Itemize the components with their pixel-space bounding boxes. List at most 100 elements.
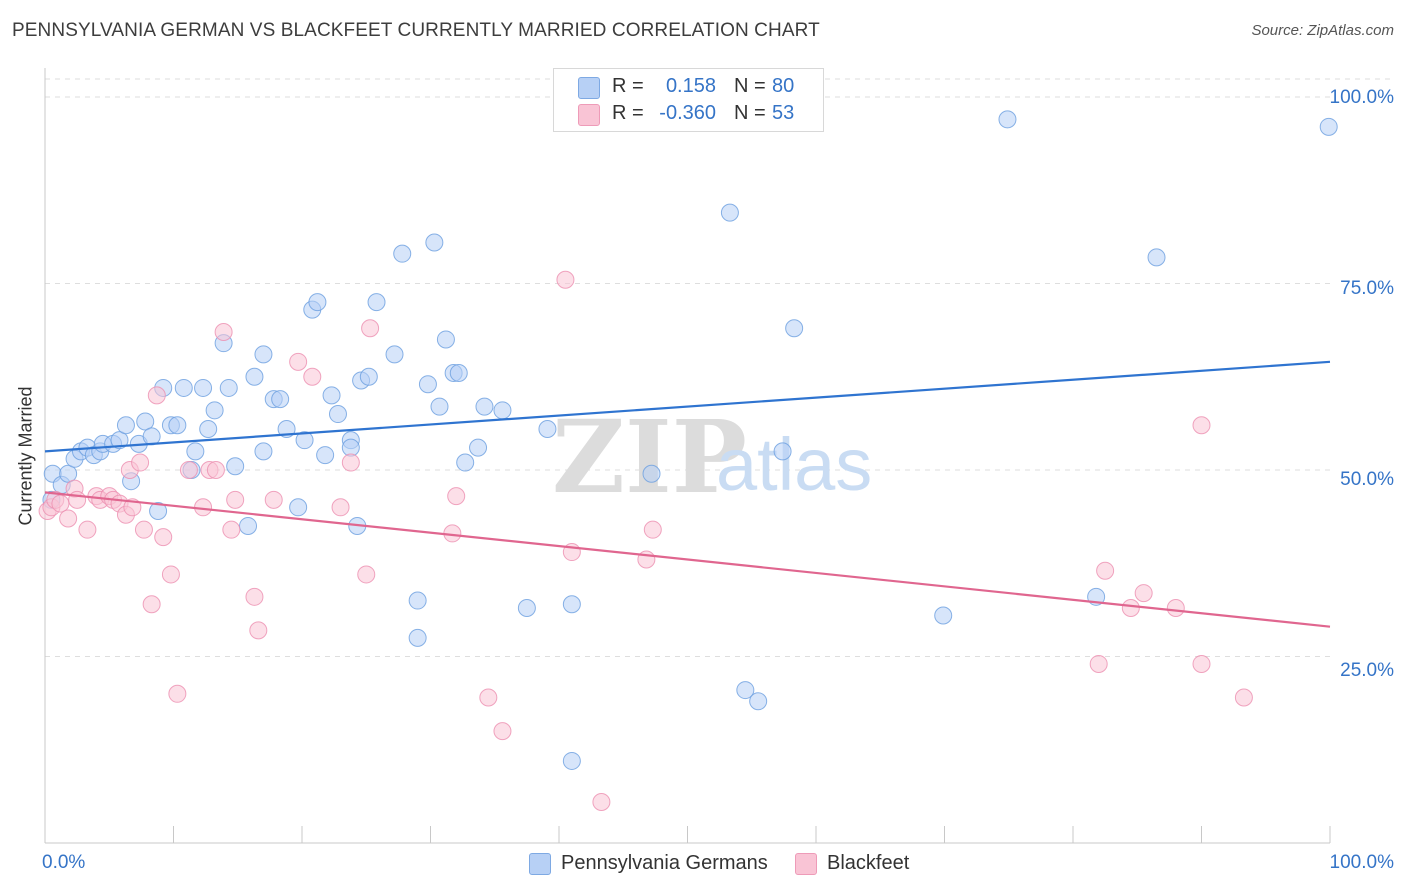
bottom-legend-swatch-pink [795, 853, 817, 875]
data-point-pa-german-61 [469, 438, 488, 457]
watermark: ZIP atlas [552, 398, 872, 516]
data-point-pa-german-74 [785, 319, 804, 338]
data-point-blackfeet-17 [134, 520, 153, 539]
data-point-blackfeet-48 [1089, 654, 1108, 673]
data-point-pa-german-28 [219, 378, 238, 397]
trend-line-blackfeet [44, 491, 1331, 628]
y-axis-label: Currently Married [15, 386, 36, 526]
trend-lines [44, 360, 1331, 628]
data-point-blackfeet-26 [206, 461, 225, 479]
data-point-pa-german-75 [934, 606, 953, 625]
data-point-pa-german-43 [328, 405, 347, 424]
data-point-blackfeet-6 [68, 490, 87, 509]
legend-r-label: R = [612, 75, 644, 97]
watermark-zip: ZIP [552, 398, 747, 516]
data-point-pa-german-25 [199, 419, 218, 438]
data-point-pa-german-67 [562, 751, 581, 770]
data-point-pa-german-64 [517, 599, 536, 618]
bottom-legend-label: Blackfeet [827, 852, 910, 874]
data-point-pa-german-54 [418, 375, 437, 394]
data-point-pa-german-78 [1147, 248, 1166, 267]
data-point-blackfeet-36 [341, 453, 360, 472]
data-point-blackfeet-38 [361, 319, 380, 338]
legend-swatch-blue [578, 77, 600, 99]
data-point-pa-german-52 [408, 591, 427, 610]
data-point-blackfeet-54 [1192, 416, 1211, 435]
data-point-pa-german-12 [116, 416, 135, 435]
legend-r-label: R = [612, 102, 644, 124]
data-point-blackfeet-20 [154, 528, 173, 547]
data-point-blackfeet-19 [147, 386, 166, 405]
legend-n-value: 53 [772, 102, 795, 124]
data-point-blackfeet-21 [161, 565, 180, 584]
x-axis-min-label: 0.0% [42, 852, 86, 873]
data-point-pa-german-60 [456, 453, 475, 472]
data-point-blackfeet-34 [303, 367, 322, 386]
data-point-pa-german-16 [142, 427, 161, 446]
trend-line-pennsylvania-germans [44, 360, 1331, 453]
legend-n-value: 80 [772, 75, 795, 97]
data-point-blackfeet-41 [479, 688, 498, 707]
data-point-pa-german-72 [749, 692, 768, 711]
data-point-pa-german-38 [295, 431, 314, 450]
data-point-blackfeet-40 [447, 487, 466, 506]
data-point-blackfeet-35 [331, 498, 350, 517]
data-point-blackfeet-4 [59, 509, 78, 528]
data-point-pa-german-56 [430, 397, 449, 416]
data-point-pa-german-63 [493, 401, 512, 420]
data-point-pa-german-51 [393, 244, 412, 263]
chart-title: PENNSYLVANIA GERMAN VS BLACKFEET CURRENT… [12, 20, 820, 41]
legend-n-label: N = [734, 75, 766, 97]
data-point-pa-german-3 [59, 464, 78, 483]
y-tick-25: 25.0% [1340, 660, 1394, 681]
data-point-blackfeet-23 [179, 461, 198, 479]
data-point-pa-german-17 [149, 502, 168, 521]
data-point-blackfeet-51 [1134, 584, 1153, 603]
data-point-pa-german-62 [475, 397, 494, 416]
data-point-pa-german-70 [720, 203, 739, 222]
data-point-pa-german-66 [562, 595, 581, 614]
legend-r-value: 0.158 [665, 75, 716, 97]
data-point-blackfeet-47 [643, 520, 662, 539]
data-point-blackfeet-37 [357, 565, 376, 584]
data-point-blackfeet-53 [1192, 654, 1211, 673]
data-point-pa-german-48 [359, 367, 378, 386]
gridlines [45, 78, 1393, 657]
data-point-pa-german-24 [194, 378, 213, 397]
data-point-pa-german-50 [385, 345, 404, 364]
data-point-blackfeet-43 [556, 270, 575, 289]
data-point-blackfeet-18 [142, 595, 161, 614]
data-point-pa-german-26 [205, 401, 224, 420]
data-point-blackfeet-22 [168, 684, 187, 703]
legend-r-value: -0.360 [659, 102, 716, 124]
data-point-blackfeet-55 [1234, 688, 1253, 707]
data-point-blackfeet-3 [51, 494, 70, 513]
data-point-pa-german-40 [308, 293, 327, 312]
data-point-blackfeet-28 [222, 520, 241, 539]
data-point-pa-german-29 [226, 457, 245, 476]
data-point-blackfeet-7 [78, 520, 97, 539]
legend-n-label: N = [734, 102, 766, 124]
y-tick-100: 100.0% [1329, 87, 1394, 108]
y-tick-50: 50.0% [1340, 469, 1394, 490]
data-point-pa-german-15 [136, 412, 155, 431]
data-point-blackfeet-49 [1096, 561, 1115, 580]
source-label: Source: ZipAtlas.com [1251, 22, 1394, 39]
data-point-pa-german-37 [289, 498, 308, 517]
data-point-pa-german-65 [538, 419, 557, 438]
data-point-pa-german-59 [449, 364, 468, 383]
data-point-pa-german-23 [186, 442, 205, 461]
data-point-pa-german-53 [408, 628, 427, 647]
series-blackfeet [38, 270, 1253, 811]
data-point-pa-german-57 [436, 330, 455, 349]
bottom-legend-swatch-blue [529, 853, 551, 875]
data-point-pa-german-20 [168, 416, 187, 435]
data-point-blackfeet-45 [592, 792, 611, 811]
data-point-blackfeet-16 [131, 453, 150, 472]
x-axis-max-label: 100.0% [1329, 852, 1394, 873]
data-point-pa-german-73 [773, 442, 792, 461]
data-point-pa-german-76 [998, 110, 1017, 129]
data-point-blackfeet-30 [245, 587, 264, 606]
data-point-blackfeet-31 [249, 621, 268, 640]
